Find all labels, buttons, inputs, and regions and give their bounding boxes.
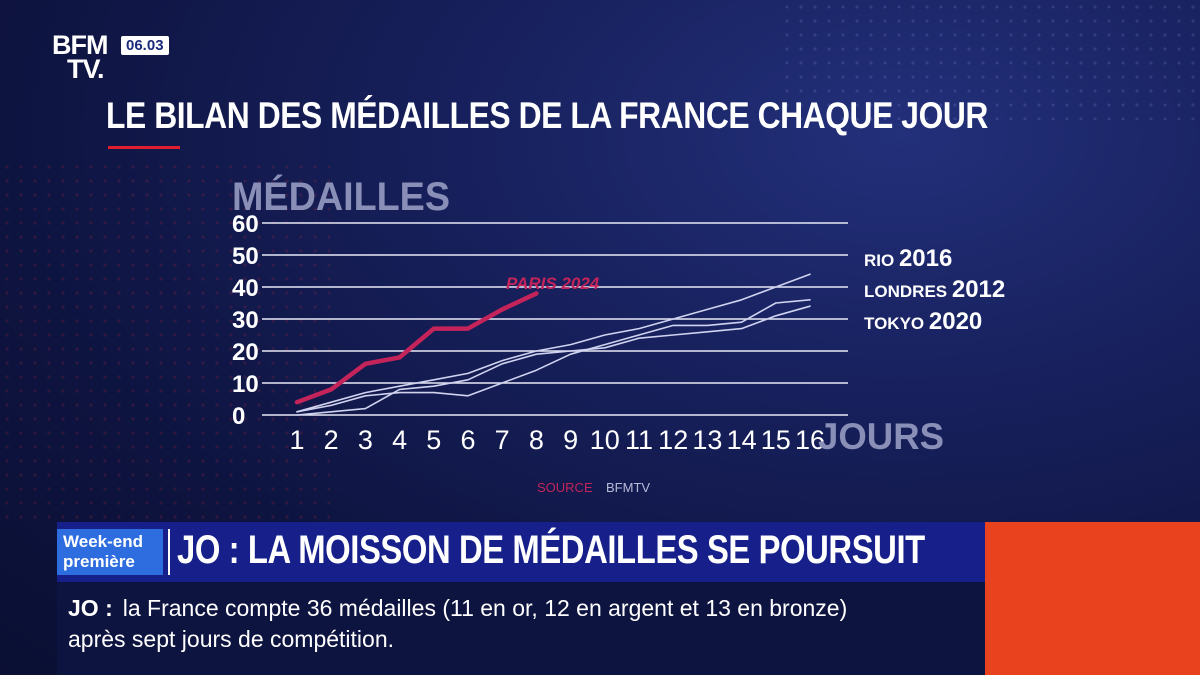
y-tick-label: 30 bbox=[232, 307, 259, 334]
legend-year: 2012 bbox=[952, 276, 1005, 303]
headline: JO : LA MOISSON DE MÉDAILLES SE POURSUIT bbox=[177, 528, 925, 572]
x-tick-label: 10 bbox=[590, 425, 620, 455]
x-tick-label: 1 bbox=[289, 425, 304, 455]
x-tick-label: 9 bbox=[563, 425, 578, 455]
ticker-line2: après sept jours de compétition. bbox=[68, 626, 395, 652]
legend-year: 2016 bbox=[899, 245, 952, 272]
badge-line2: première bbox=[63, 552, 135, 571]
x-tick-label: 11 bbox=[625, 425, 653, 455]
dot-pattern-left bbox=[0, 160, 330, 520]
badge-line1: Week-end bbox=[63, 532, 143, 551]
logo-line1: BFM bbox=[52, 30, 108, 60]
ticker-background bbox=[57, 582, 985, 675]
news-ticker: JO : la France compte 36 médailles (11 en… bbox=[68, 593, 978, 655]
x-tick-label: 2 bbox=[324, 425, 339, 455]
title-underline bbox=[108, 146, 180, 149]
legend-entry: RIO 2016 bbox=[864, 245, 952, 272]
x-tick-label: 3 bbox=[358, 425, 373, 455]
program-badge: Week-end première bbox=[57, 529, 163, 575]
headline-bar bbox=[57, 522, 985, 582]
x-tick-label: 14 bbox=[727, 425, 757, 455]
x-tick-label: 13 bbox=[692, 425, 722, 455]
x-tick-label: 8 bbox=[529, 425, 544, 455]
x-tick-label: 16 bbox=[795, 425, 825, 455]
source-value: BFMTV bbox=[606, 480, 650, 495]
x-tick-label: 12 bbox=[658, 425, 688, 455]
series-line-paris-2024 bbox=[294, 291, 539, 405]
x-tick-label: 7 bbox=[495, 425, 510, 455]
legend-entry: TOKYO 2020 bbox=[864, 308, 982, 335]
legend-year: 2020 bbox=[929, 308, 982, 335]
legend-city: LONDRES bbox=[864, 282, 952, 301]
series-label-paris-2024: PARIS 2024 bbox=[506, 274, 600, 293]
legend-city: TOKYO bbox=[864, 314, 929, 333]
logo-line2: TV. bbox=[67, 54, 105, 84]
x-tick-label: 6 bbox=[460, 425, 475, 455]
source-label: SOURCE bbox=[537, 480, 593, 495]
x-tick-label: 15 bbox=[761, 425, 791, 455]
series-line-londres-2012 bbox=[296, 305, 811, 416]
x-tick-label: 4 bbox=[392, 425, 407, 455]
y-tick-label: 10 bbox=[232, 371, 259, 398]
y-tick-label: 0 bbox=[232, 403, 245, 430]
dot-pattern-top-right bbox=[780, 0, 1200, 120]
y-tick-label: 60 bbox=[232, 211, 259, 238]
ticker-line1: la France compte 36 médailles (11 en or,… bbox=[122, 595, 848, 621]
orange-corner-block bbox=[985, 522, 1200, 675]
series-line-tokyo-2020 bbox=[296, 298, 811, 413]
badge-separator bbox=[168, 529, 170, 575]
y-axis-label: MÉDAILLES bbox=[232, 174, 450, 219]
ticker-label: JO : bbox=[68, 595, 113, 621]
y-tick-label: 20 bbox=[232, 339, 259, 366]
legend-city: RIO bbox=[864, 251, 899, 270]
chart-title: LE BILAN DES MÉDAILLES DE LA FRANCE CHAQ… bbox=[106, 95, 988, 136]
series-line-rio-2016 bbox=[296, 273, 811, 413]
x-axis-label: JOURS bbox=[818, 416, 944, 457]
legend-entry: LONDRES 2012 bbox=[864, 276, 1005, 303]
x-tick-label: 5 bbox=[426, 425, 441, 455]
bfmtv-logo: BFM TV. bbox=[52, 30, 108, 84]
y-tick-label: 50 bbox=[232, 243, 259, 270]
clock-time: 06.03 bbox=[121, 36, 169, 55]
y-tick-label: 40 bbox=[232, 275, 259, 302]
